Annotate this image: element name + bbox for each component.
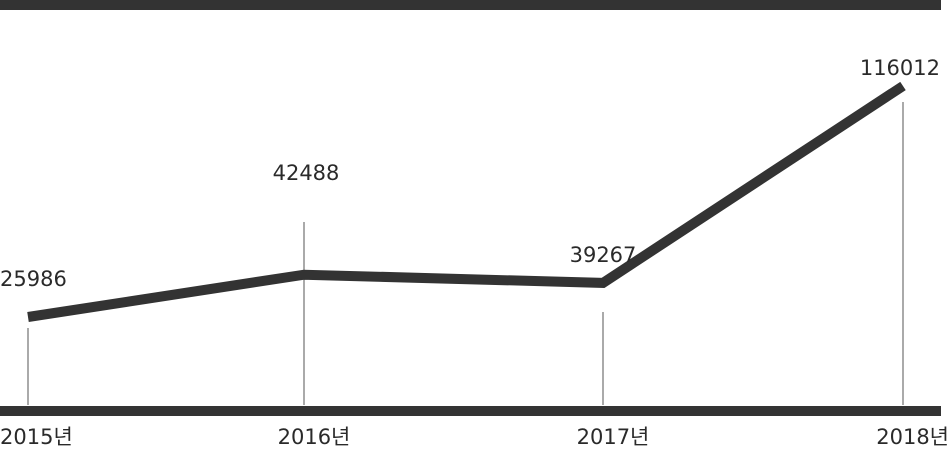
x-tick-label: 2017년 bbox=[577, 425, 650, 449]
data-label: 39267 bbox=[570, 243, 637, 267]
x-tick-labels: 2015년 2016년 2017년 2018년 bbox=[0, 425, 949, 449]
data-label: 116012 bbox=[860, 56, 940, 80]
x-tick-label: 2018년 bbox=[876, 425, 949, 449]
data-label: 42488 bbox=[273, 161, 340, 185]
drop-lines bbox=[27, 102, 904, 405]
x-tick-label: 2016년 bbox=[278, 425, 351, 449]
x-tick-label: 2015년 bbox=[0, 425, 73, 449]
series-line bbox=[27, 81, 906, 322]
value-labels: 25986 42488 39267 116012 bbox=[0, 56, 940, 291]
data-label: 25986 bbox=[0, 267, 67, 291]
